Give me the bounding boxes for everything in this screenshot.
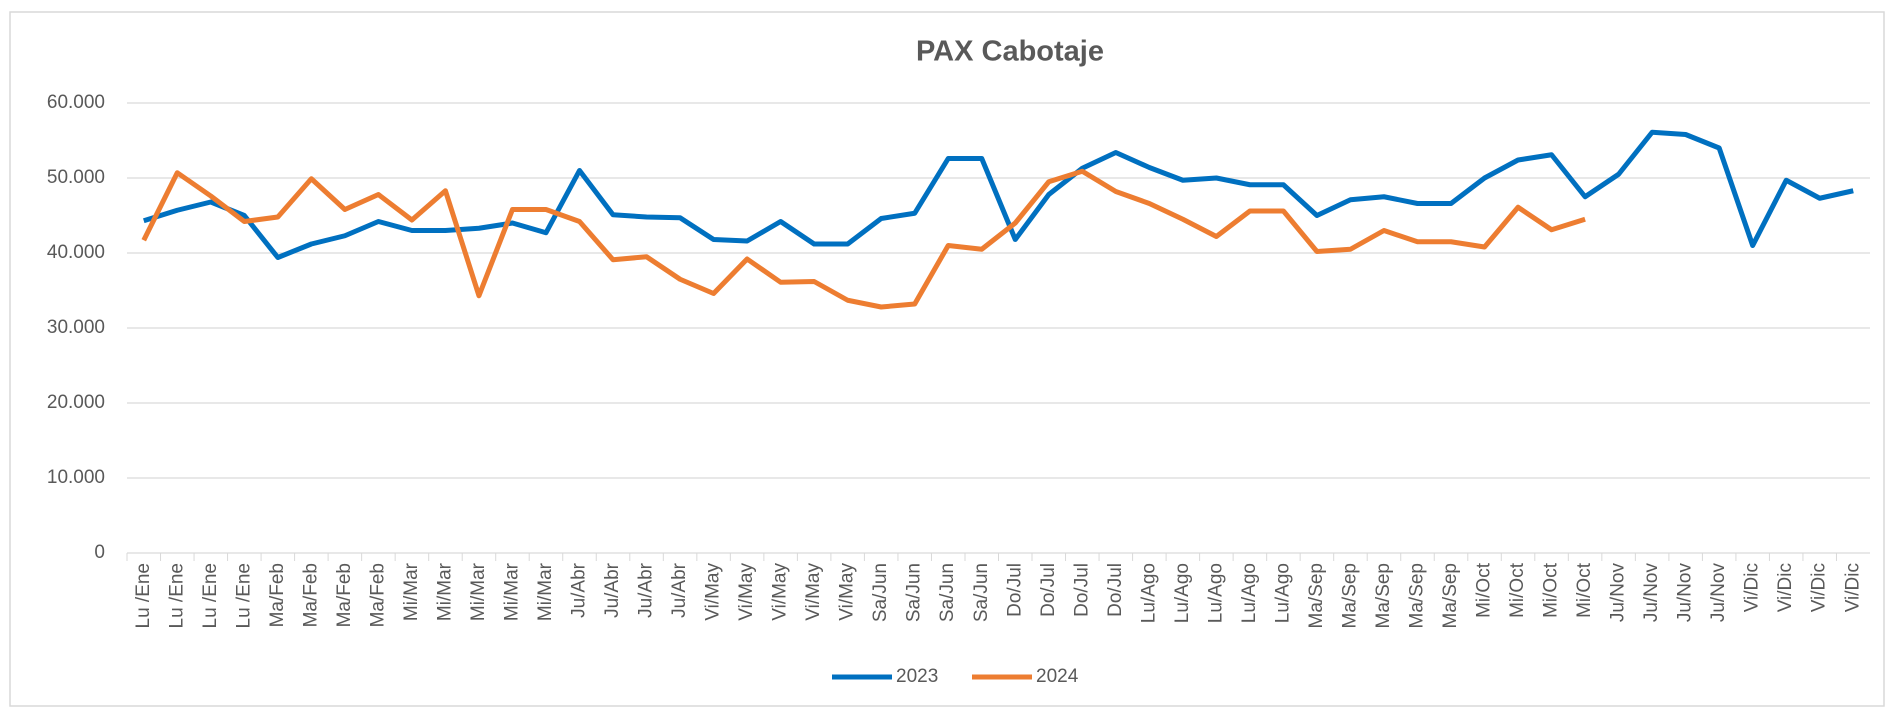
x-tick-label: Ma/Feb xyxy=(367,563,388,627)
x-tick-label: Vi/May xyxy=(837,563,858,621)
x-tick-label: Lu/Ago xyxy=(1272,563,1293,623)
x-tick-label: Lu/Ago xyxy=(1172,563,1193,623)
series-line xyxy=(141,168,1586,310)
x-tick-label: Sa/Jun xyxy=(904,563,925,622)
x-tick-label: Vi/Dic xyxy=(1742,563,1763,612)
chart-border xyxy=(9,11,1885,707)
x-tick-label: Do/Jul xyxy=(1038,563,1059,617)
x-tick-label: Mi/Oct xyxy=(1474,562,1495,618)
y-tick-label: 0 xyxy=(94,542,105,563)
x-tick-label: Mi/Oct xyxy=(1507,562,1528,618)
x-tick-label: Vi/Dic xyxy=(1842,563,1863,612)
x-tick-label: Ma/Feb xyxy=(334,563,355,627)
x-tick-label: Ma/Sep xyxy=(1407,563,1428,628)
x-tick-label: Sa/Jun xyxy=(937,563,958,622)
x-tick-label: Lu/Ago xyxy=(1205,563,1226,623)
x-tick-label: Ju/Nov xyxy=(1708,563,1729,623)
x-tick-label: Vi/May xyxy=(803,563,824,621)
x-tick-label: Lu /Ene xyxy=(200,563,221,629)
y-tick-label: 10.000 xyxy=(47,467,105,488)
x-tick-label: Lu /Ene xyxy=(233,563,254,629)
x-tick-label: Mi/Mar xyxy=(501,562,522,621)
x-tick-label: Ma/Sep xyxy=(1306,563,1327,628)
x-tick-label: Ma/Sep xyxy=(1373,563,1394,628)
x-tick-label: Vi/May xyxy=(736,563,757,621)
x-tick-label: Lu /Ene xyxy=(133,563,154,629)
x-tick-label: Ma/Sep xyxy=(1440,563,1461,628)
x-tick-label: Ju/Abr xyxy=(569,562,590,618)
x-tick-label: Ma/Feb xyxy=(300,563,321,627)
x-tick-label: Sa/Jun xyxy=(971,563,992,622)
x-tick-label: Vi/May xyxy=(703,563,724,621)
x-tick-label: Mi/Oct xyxy=(1541,562,1562,618)
x-tick-label: Ju/Abr xyxy=(669,562,690,618)
x-tick-label: Mi/Mar xyxy=(535,562,556,621)
x-tick-label: Sa/Jun xyxy=(870,563,891,622)
y-tick-label: 30.000 xyxy=(47,317,105,338)
x-tick-label: Ju/Abr xyxy=(636,562,657,618)
x-tick-label: Vi/Dic xyxy=(1775,563,1796,612)
x-tick-label: Lu/Ago xyxy=(1239,563,1260,623)
x-tick-label: Lu /Ene xyxy=(166,563,187,629)
y-tick-label: 50.000 xyxy=(47,167,105,188)
y-tick-label: 40.000 xyxy=(47,242,105,263)
x-tick-label: Mi/Mar xyxy=(434,562,455,621)
x-tick-label: Ju/Nov xyxy=(1675,563,1696,623)
x-tick-label: Ma/Sep xyxy=(1339,563,1360,628)
x-tick-label: Lu/Ago xyxy=(1138,563,1159,623)
series-line xyxy=(143,129,1854,260)
x-tick-label: Ju/Nov xyxy=(1641,563,1662,623)
x-tick-label: Ju/Abr xyxy=(602,562,623,618)
x-tick-label: Do/Jul xyxy=(1105,563,1126,617)
y-tick-label: 20.000 xyxy=(47,392,105,413)
x-tick-label: Ma/Feb xyxy=(267,563,288,627)
x-tick-label: Mi/Mar xyxy=(401,562,422,621)
y-tick-label: 60.000 xyxy=(47,92,105,113)
chart-title: PAX Cabotaje xyxy=(916,36,1104,68)
x-tick-label: Do/Jul xyxy=(1071,563,1092,617)
x-tick-label: Vi/May xyxy=(770,563,791,621)
legend-label: 2024 xyxy=(1036,666,1079,687)
x-tick-label: Ju/Nov xyxy=(1608,563,1629,623)
x-tick-label: Do/Jul xyxy=(1004,563,1025,617)
x-tick-label: Mi/Oct xyxy=(1574,562,1595,618)
x-tick-label: Vi/Dic xyxy=(1809,563,1830,612)
x-tick-label: Mi/Mar xyxy=(468,562,489,621)
legend-label: 2023 xyxy=(896,666,938,687)
